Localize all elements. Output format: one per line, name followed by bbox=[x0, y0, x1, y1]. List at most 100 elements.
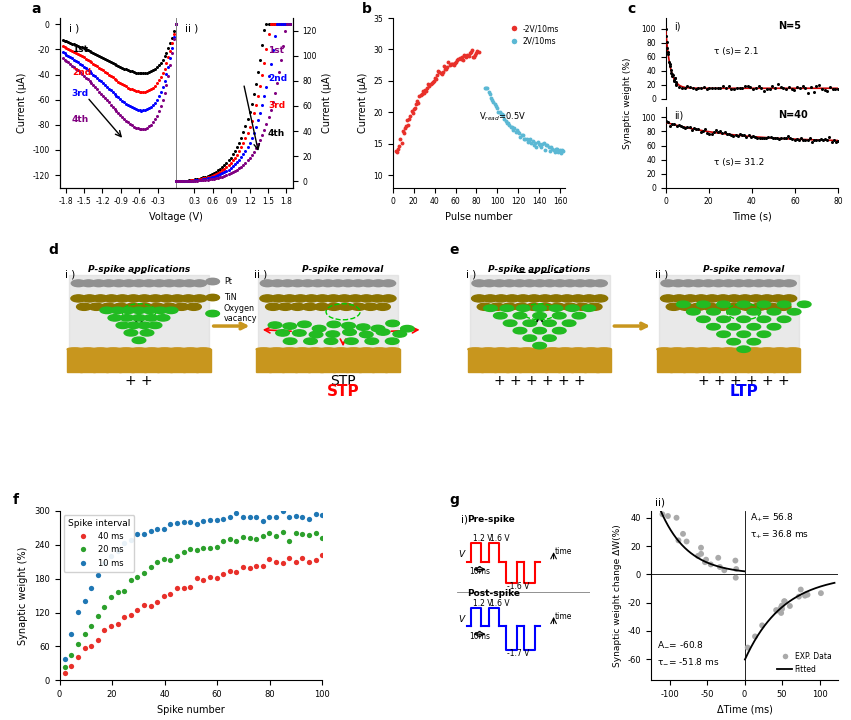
Circle shape bbox=[533, 312, 546, 319]
Line: 40 ms: 40 ms bbox=[62, 553, 325, 675]
Circle shape bbox=[747, 309, 761, 315]
10 ms bbox=[317, 510, 328, 519]
Circle shape bbox=[91, 280, 106, 287]
20 ms bbox=[186, 544, 196, 553]
Circle shape bbox=[148, 322, 162, 328]
Circle shape bbox=[89, 303, 104, 310]
Ellipse shape bbox=[721, 348, 736, 351]
10 ms bbox=[218, 514, 228, 523]
Circle shape bbox=[681, 280, 695, 287]
Circle shape bbox=[302, 303, 317, 310]
Circle shape bbox=[717, 301, 730, 307]
Ellipse shape bbox=[183, 348, 197, 351]
40 ms bbox=[179, 584, 189, 593]
Bar bbox=[145, 349, 159, 372]
Ellipse shape bbox=[170, 348, 185, 351]
20 ms bbox=[251, 535, 261, 544]
Circle shape bbox=[132, 307, 146, 314]
Circle shape bbox=[124, 330, 138, 336]
Circle shape bbox=[266, 303, 281, 310]
Bar bbox=[659, 275, 798, 357]
40 ms bbox=[311, 555, 321, 564]
Bar bbox=[785, 349, 800, 372]
Text: P-spike applications: P-spike applications bbox=[488, 264, 591, 274]
Text: 10ms: 10ms bbox=[469, 567, 490, 576]
Bar bbox=[385, 349, 400, 372]
10 ms bbox=[112, 547, 123, 556]
Point bbox=[700, 554, 713, 565]
Circle shape bbox=[538, 295, 552, 302]
Circle shape bbox=[293, 330, 306, 336]
20 ms bbox=[126, 576, 136, 585]
Bar bbox=[93, 349, 108, 372]
Circle shape bbox=[666, 303, 682, 310]
Circle shape bbox=[757, 316, 771, 323]
40 ms bbox=[119, 613, 129, 621]
10 ms bbox=[132, 530, 142, 539]
Circle shape bbox=[738, 295, 752, 302]
Bar bbox=[170, 349, 185, 372]
Circle shape bbox=[574, 303, 590, 310]
20 ms bbox=[317, 534, 328, 542]
Text: P-spike removal: P-spike removal bbox=[703, 264, 785, 274]
Circle shape bbox=[570, 295, 585, 302]
40 ms bbox=[106, 622, 116, 631]
Ellipse shape bbox=[80, 348, 95, 351]
40 ms bbox=[265, 554, 275, 563]
Circle shape bbox=[573, 280, 587, 287]
Circle shape bbox=[186, 303, 202, 310]
Bar bbox=[256, 349, 271, 372]
Circle shape bbox=[111, 280, 126, 287]
Circle shape bbox=[697, 301, 711, 307]
Bar bbox=[657, 349, 671, 372]
Ellipse shape bbox=[106, 348, 121, 351]
Bar bbox=[321, 349, 335, 372]
Text: P-spike removal: P-spike removal bbox=[302, 264, 384, 274]
Circle shape bbox=[326, 295, 341, 302]
Circle shape bbox=[593, 280, 608, 287]
20 ms bbox=[271, 532, 281, 541]
Circle shape bbox=[351, 280, 365, 287]
10 ms bbox=[205, 516, 215, 524]
Ellipse shape bbox=[468, 348, 483, 351]
Circle shape bbox=[359, 331, 373, 338]
Y-axis label: Current (μA): Current (μA) bbox=[323, 73, 333, 133]
Circle shape bbox=[523, 320, 537, 326]
Circle shape bbox=[290, 280, 305, 287]
Line: 20 ms: 20 ms bbox=[62, 529, 325, 670]
Circle shape bbox=[122, 307, 135, 314]
Circle shape bbox=[583, 280, 597, 287]
Bar bbox=[584, 349, 598, 372]
Circle shape bbox=[533, 305, 546, 312]
Circle shape bbox=[494, 312, 507, 319]
Circle shape bbox=[747, 323, 761, 330]
Bar bbox=[69, 275, 208, 357]
Text: - -: - - bbox=[132, 266, 146, 279]
Circle shape bbox=[371, 325, 385, 332]
10 ms bbox=[304, 515, 314, 523]
10 ms bbox=[106, 552, 116, 560]
Circle shape bbox=[740, 303, 755, 310]
Circle shape bbox=[162, 303, 177, 310]
Bar bbox=[683, 349, 698, 372]
Bar bbox=[196, 349, 211, 372]
10 ms bbox=[244, 513, 254, 521]
Point bbox=[677, 528, 690, 539]
Point bbox=[814, 588, 828, 599]
Ellipse shape bbox=[683, 348, 698, 351]
Circle shape bbox=[502, 280, 517, 287]
Circle shape bbox=[345, 338, 358, 344]
10 ms bbox=[66, 630, 77, 639]
Text: -1.7 V: -1.7 V bbox=[507, 649, 529, 658]
Text: 1.6 V: 1.6 V bbox=[490, 534, 510, 543]
20 ms bbox=[191, 546, 202, 554]
20 ms bbox=[212, 543, 222, 552]
40 ms bbox=[317, 551, 328, 559]
Circle shape bbox=[140, 330, 154, 336]
Circle shape bbox=[727, 309, 740, 315]
Text: 4th: 4th bbox=[268, 129, 285, 138]
10 ms bbox=[60, 654, 70, 663]
Point bbox=[741, 642, 755, 653]
Text: τ$_{+}$= 36.8 ms: τ$_{+}$= 36.8 ms bbox=[751, 529, 809, 541]
Text: 1.6 V: 1.6 V bbox=[490, 598, 510, 608]
